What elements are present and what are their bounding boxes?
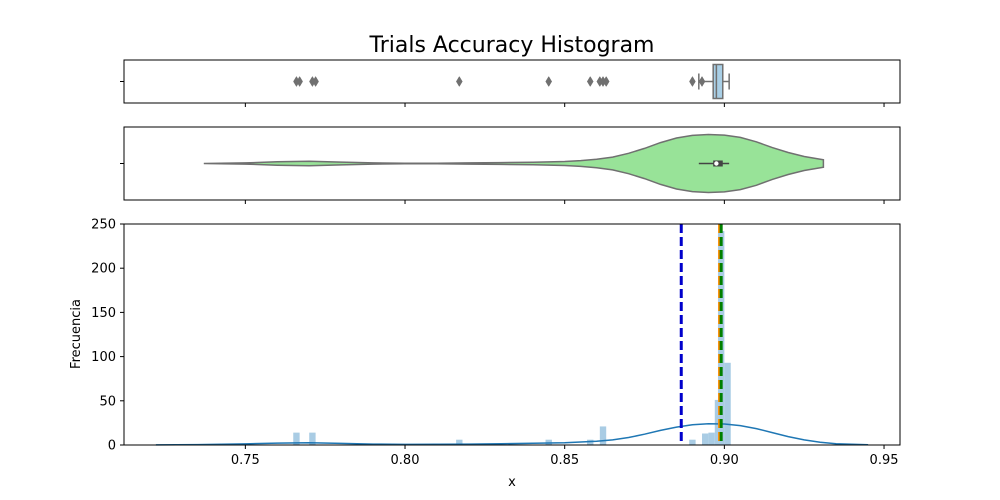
box-outlier-point: [545, 76, 553, 87]
hist-y-tick-label: 150: [91, 306, 116, 321]
histogram-frame: [123, 223, 901, 446]
violin-body: [203, 133, 825, 194]
hist-y-tick-label: 0: [108, 439, 116, 454]
histogram-panel: 0.75 0.80 0.85 0.90 0.95 0 50 100 150 200 250: [91, 218, 901, 468]
histogram-bar: [702, 433, 709, 445]
hist-y-tick-label: 200: [91, 262, 116, 277]
kde-curve: [155, 423, 869, 446]
chart-title: Trials Accuracy Histogram: [369, 33, 655, 58]
y-axis-label: Frecuencia: [69, 299, 84, 369]
box-outlier-point: [296, 76, 303, 87]
violin-panel: [120, 126, 901, 204]
hist-x-tick-label: 0.85: [550, 453, 579, 468]
violin-median-dot: [714, 161, 719, 166]
box-outlier-point: [312, 76, 319, 87]
hist-x-tick-label: 0.95: [870, 453, 899, 468]
histogram-bar: [717, 231, 725, 445]
box-outlier-point: [602, 76, 610, 87]
box-outlier-point: [698, 76, 706, 87]
histogram-bar: [599, 426, 607, 445]
hist-y-tick-label: 250: [91, 218, 116, 233]
histogram-bar: [293, 432, 300, 445]
hist-y-tick-label: 50: [99, 394, 116, 409]
histogram-bar: [724, 362, 731, 445]
hist-y-tick-label: 100: [91, 350, 116, 365]
histogram-bar: [309, 432, 316, 445]
histogram-bar: [708, 432, 715, 445]
box-outlier-point: [689, 76, 696, 87]
hist-x-tick-label: 0.80: [391, 453, 420, 468]
box-outlier-point: [586, 76, 594, 87]
hist-x-tick-label: 0.90: [710, 453, 739, 468]
hist-x-tick-label: 0.75: [231, 453, 260, 468]
histogram-bar: [587, 439, 594, 445]
histogram-bar: [689, 439, 696, 445]
boxplot-panel: [120, 59, 901, 107]
histogram-bar: [456, 439, 463, 445]
box-outlier-point: [456, 76, 463, 87]
box-iqr: [712, 63, 724, 100]
x-axis-label: x: [508, 475, 516, 490]
